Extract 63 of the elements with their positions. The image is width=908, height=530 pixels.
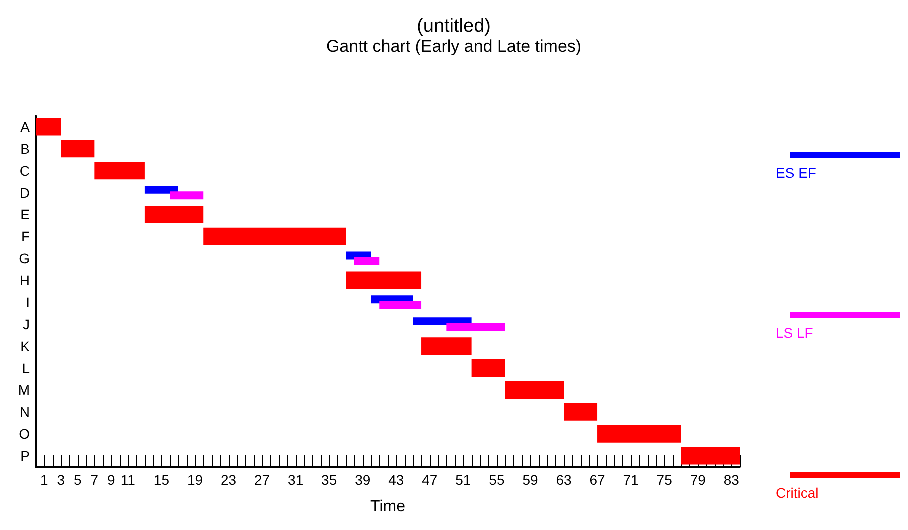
y-tick-label: M: [18, 382, 30, 398]
x-tick-label: 11: [120, 472, 136, 488]
y-tick-label: H: [20, 272, 30, 289]
x-tick-label: 75: [656, 472, 673, 488]
text: LS LF: [776, 325, 814, 341]
x-tick-label: 7: [90, 472, 99, 488]
x-tick-label: 43: [388, 472, 404, 488]
x-tick-label: 67: [590, 472, 606, 488]
x-tick-label: 3: [57, 472, 66, 488]
chart-title: (untitled): [417, 16, 491, 37]
bar: [354, 257, 380, 266]
y-tick-label: O: [19, 426, 30, 442]
y-tick-label: F: [21, 228, 30, 245]
y-tick-label: L: [22, 360, 30, 376]
x-tick-label: 27: [254, 472, 270, 488]
y-tick-label: D: [20, 184, 30, 201]
bar: [380, 301, 422, 310]
x-tick-label: 31: [288, 472, 304, 488]
x-tick-label: 59: [522, 472, 538, 488]
y-tick-label: I: [26, 294, 30, 310]
bar: [144, 186, 178, 194]
y-tick-label: C: [20, 162, 30, 179]
bar: [36, 118, 62, 136]
bar: [61, 140, 95, 158]
bar: [681, 447, 740, 465]
x-axis-title: Time: [370, 498, 406, 516]
bar: [505, 381, 564, 399]
bar: [472, 360, 506, 378]
bar: [204, 228, 346, 246]
x-tick-label: 71: [623, 472, 640, 488]
x-tick-label: 1: [40, 472, 48, 488]
x-tick-label: 63: [556, 472, 572, 488]
x-tick-label: 5: [74, 472, 82, 488]
x-tick-label: 39: [355, 472, 371, 488]
y-tick-label: G: [19, 250, 30, 267]
y-tick-label: P: [20, 448, 30, 464]
x-tick-label: 47: [422, 472, 438, 488]
bar: [564, 403, 598, 421]
bar: [170, 192, 204, 200]
y-tick-label: B: [20, 140, 30, 157]
x-tick-label: 35: [322, 472, 338, 488]
y-tick-label: J: [23, 316, 30, 332]
y-tick-label: K: [20, 338, 31, 354]
x-tick-label: 55: [489, 472, 505, 488]
x-tick-label: 83: [724, 472, 740, 488]
bar: [346, 272, 422, 290]
x-tick-label: 51: [456, 472, 472, 488]
x-tick-label: 15: [154, 472, 170, 488]
bar: [446, 323, 506, 332]
y-tick-label: N: [20, 404, 30, 420]
x-tick-label: 79: [690, 472, 706, 488]
x-tick-label: 9: [108, 472, 116, 488]
y-tick-label: A: [20, 118, 31, 135]
bar: [144, 206, 204, 224]
chart-subtitle: Gantt chart (Early and Late times): [326, 37, 582, 56]
x-tick-label: 19: [187, 472, 204, 488]
text: ES EF: [776, 165, 816, 181]
text: Critical: [776, 485, 819, 501]
bar: [94, 162, 145, 180]
y-tick-label: E: [20, 206, 30, 223]
bar: [598, 425, 682, 443]
x-tick-label: 23: [220, 472, 237, 488]
bar: [422, 338, 472, 356]
